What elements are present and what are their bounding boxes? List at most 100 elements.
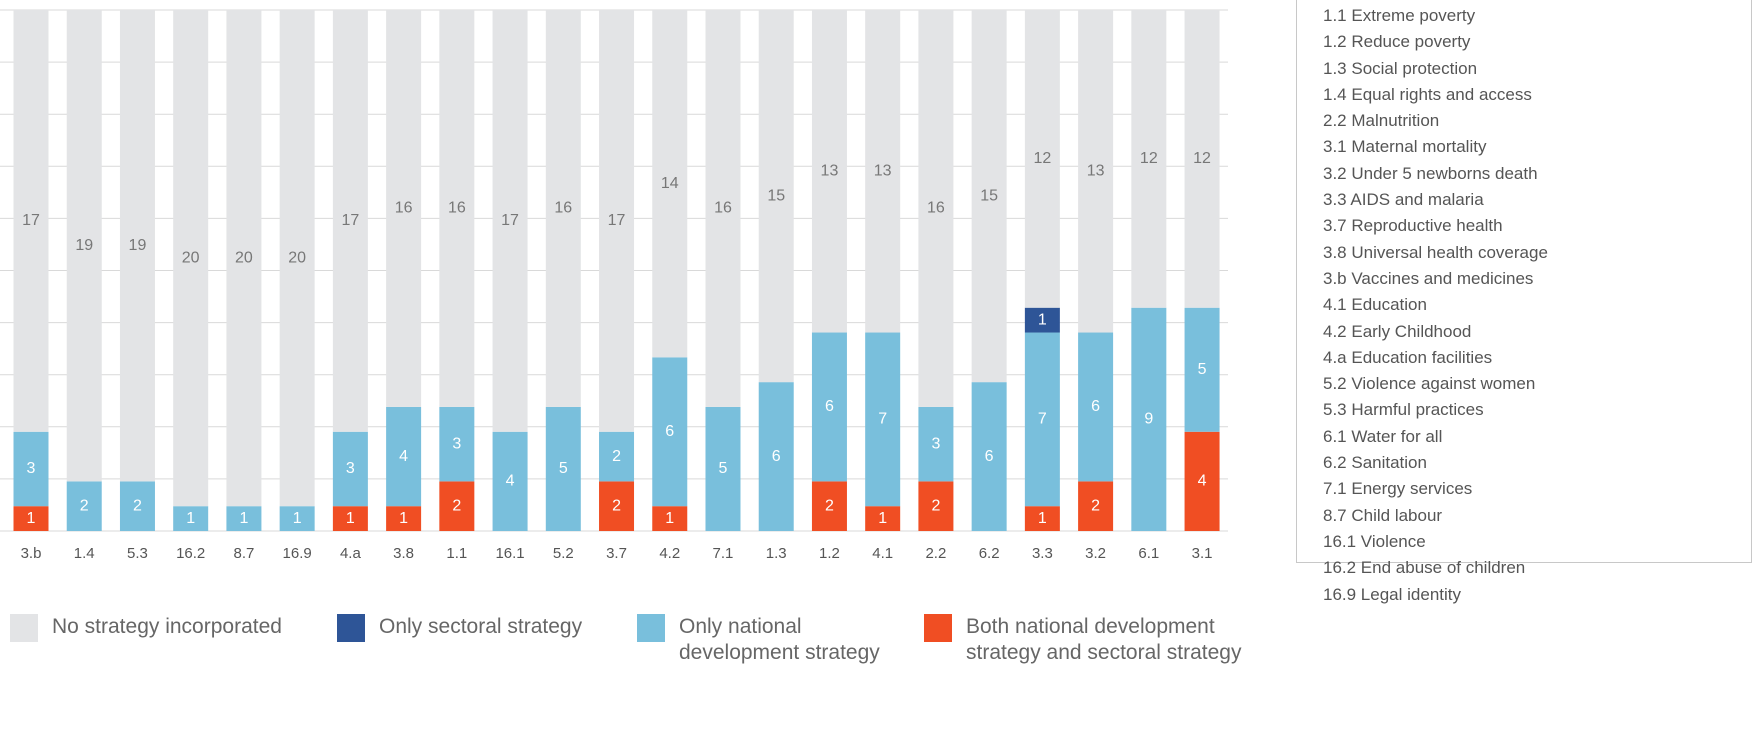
data-label: 16 bbox=[714, 200, 732, 217]
bar-segment bbox=[1024, 506, 1060, 531]
bar-segment bbox=[1024, 307, 1060, 333]
key-entry: 3.7 Reproductive health bbox=[1323, 216, 1503, 236]
data-label: 3 bbox=[452, 435, 461, 452]
bar-segment bbox=[971, 382, 1007, 531]
legend-swatch bbox=[637, 614, 665, 642]
data-label: 17 bbox=[22, 212, 40, 229]
data-label: 3 bbox=[931, 435, 940, 452]
data-label: 2 bbox=[1091, 497, 1100, 514]
key-entry: 16.2 End abuse of children bbox=[1323, 558, 1526, 578]
bar-segment bbox=[226, 10, 262, 507]
data-label: 1 bbox=[1038, 311, 1047, 328]
data-label: 1 bbox=[239, 510, 248, 527]
data-label: 5 bbox=[559, 460, 568, 477]
x-tick-label: 16.1 bbox=[495, 545, 524, 562]
legend-item: Only sectoral strategy bbox=[337, 614, 609, 642]
bar-segment bbox=[332, 506, 368, 531]
key-entry: 5.2 Violence against women bbox=[1323, 374, 1536, 394]
bar-segment bbox=[705, 10, 741, 407]
key-entry: 7.1 Energy services bbox=[1323, 479, 1473, 499]
key-entry: 1.3 Social protection bbox=[1323, 58, 1478, 78]
x-tick-label: 3.2 bbox=[1085, 545, 1106, 562]
legend-label: Only sectoral strategy bbox=[379, 615, 583, 638]
bar-segment bbox=[918, 481, 954, 531]
legend-swatch bbox=[337, 614, 365, 642]
bar-segment bbox=[1131, 307, 1167, 531]
legend-label: Both national development strategy and s… bbox=[966, 615, 1242, 664]
bar-segment bbox=[492, 431, 528, 531]
key-entry: 4.2 Early Childhood bbox=[1323, 321, 1472, 341]
key-entry: 3.2 Under 5 newborns death bbox=[1323, 163, 1538, 183]
x-tick-label: 5.2 bbox=[553, 545, 574, 562]
data-label: 1 bbox=[878, 510, 887, 527]
bar-segment bbox=[1078, 332, 1114, 482]
x-tick-label: 3.1 bbox=[1192, 545, 1213, 562]
data-label: 12 bbox=[1140, 150, 1158, 167]
x-tick-label: 16.9 bbox=[283, 545, 312, 562]
data-label: 5 bbox=[1198, 361, 1207, 378]
bar-segment bbox=[545, 406, 581, 531]
data-label: 2 bbox=[612, 448, 621, 465]
x-tick-label: 3.3 bbox=[1032, 545, 1053, 562]
bar-segment bbox=[386, 406, 422, 507]
x-tick-label: 6.1 bbox=[1138, 545, 1159, 562]
bar-segment bbox=[865, 332, 901, 507]
data-label: 2 bbox=[931, 497, 940, 514]
data-label: 2 bbox=[80, 497, 89, 514]
data-label: 12 bbox=[1193, 150, 1211, 167]
data-label: 6 bbox=[825, 398, 834, 415]
key-entry: 6.2 Sanitation bbox=[1323, 453, 1427, 473]
bar-segment bbox=[652, 357, 688, 507]
data-label: 15 bbox=[767, 187, 785, 204]
legend-item: No strategy incorporated bbox=[10, 614, 312, 642]
data-label: 20 bbox=[288, 249, 306, 266]
bar-segment bbox=[226, 506, 262, 531]
bar-segment bbox=[439, 406, 475, 482]
bar-segment bbox=[119, 10, 155, 482]
bar-segment bbox=[66, 10, 102, 482]
data-label: 3 bbox=[27, 460, 36, 477]
chart: 13173.b2191.42195.312016.21208.712016.91… bbox=[0, 9, 1228, 562]
data-label: 17 bbox=[501, 212, 519, 229]
data-label: 7 bbox=[1038, 411, 1047, 428]
data-label: 2 bbox=[452, 497, 461, 514]
bar-segment bbox=[652, 506, 688, 531]
key-entry: 5.3 Harmful practices bbox=[1323, 400, 1484, 420]
x-tick-label: 1.1 bbox=[446, 545, 467, 562]
data-label: 7 bbox=[878, 411, 887, 428]
key-entry: 3.b Vaccines and medicines bbox=[1323, 268, 1534, 288]
x-tick-label: 5.3 bbox=[127, 545, 148, 562]
bar-segment bbox=[13, 431, 49, 507]
legend-item: Only national development strategy bbox=[637, 614, 894, 666]
data-label: 1 bbox=[1038, 510, 1047, 527]
legend-label: No strategy incorporated bbox=[52, 615, 282, 638]
data-label: 16 bbox=[448, 200, 466, 217]
data-label: 1 bbox=[346, 510, 355, 527]
bar-segment bbox=[332, 431, 368, 507]
bar-segment bbox=[811, 332, 847, 482]
bar-segment bbox=[1078, 10, 1114, 333]
data-label: 20 bbox=[182, 249, 200, 266]
key-entry: 3.3 AIDS and malaria bbox=[1323, 190, 1484, 210]
key-entry: 4.a Education facilities bbox=[1323, 347, 1493, 367]
bar-segment bbox=[173, 10, 209, 507]
bar-segment bbox=[971, 10, 1007, 383]
key-entry: 16.1 Violence bbox=[1323, 531, 1426, 551]
x-tick-label: 8.7 bbox=[233, 545, 254, 562]
bar-segment bbox=[332, 10, 368, 432]
bar-segment bbox=[386, 506, 422, 531]
data-label: 1 bbox=[399, 510, 408, 527]
data-label: 19 bbox=[129, 237, 147, 254]
bar-segment bbox=[758, 382, 794, 531]
data-label: 2 bbox=[133, 497, 142, 514]
data-label: 12 bbox=[1033, 150, 1051, 167]
key-entry: 3.8 Universal health coverage bbox=[1323, 242, 1548, 262]
legend-item: Both national development strategy and s… bbox=[924, 614, 1246, 666]
bar-segment bbox=[599, 431, 635, 482]
data-label: 13 bbox=[821, 162, 839, 179]
bar-segment bbox=[652, 10, 688, 358]
data-label: 13 bbox=[1087, 162, 1105, 179]
key-entry: 4.1 Education bbox=[1323, 295, 1427, 315]
data-label: 1 bbox=[293, 510, 302, 527]
